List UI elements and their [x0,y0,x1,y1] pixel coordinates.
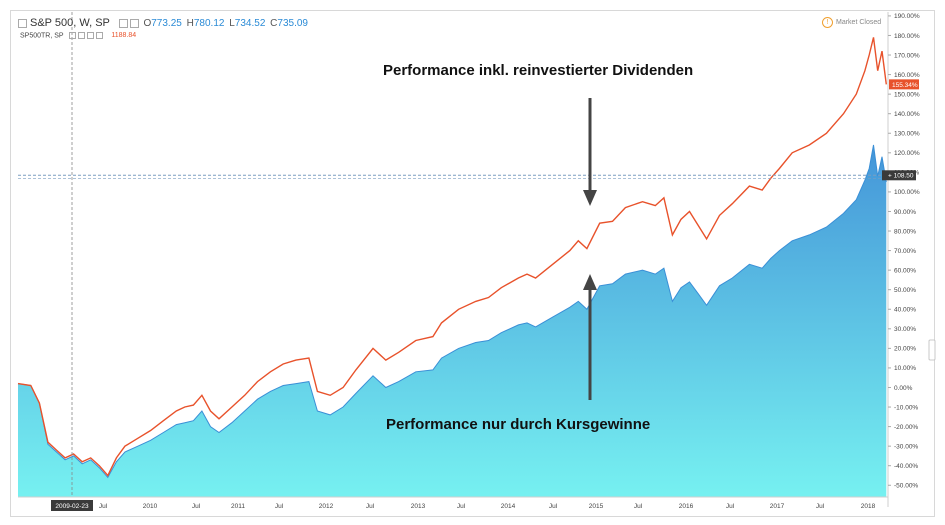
y-tick-label: -30.00% [894,443,918,450]
y-tick-label: 90.00% [894,209,916,216]
x-tick-label: Jul [816,503,825,510]
y-tick-label: 120.00% [894,150,920,157]
close-value: 735.09 [277,18,308,29]
y-tick-label: 80.00% [894,228,916,235]
x-tick-label: Jul [549,503,558,510]
y-tick-label: -50.00% [894,483,918,490]
y-tick-label: 70.00% [894,248,916,255]
x-tick-label: Jul [634,503,643,510]
symbol-header: S&P 500, W, SP O773.25 H780.12 L734.52 C… [18,17,308,29]
ohlc-values: O773.25 H780.12 L734.52 C735.09 [141,18,308,29]
x-tick-label: Jul [366,503,375,510]
settings-icon[interactable] [118,18,128,28]
hide-icon[interactable] [129,18,139,28]
warning-icon[interactable]: ! [822,17,833,28]
market-status-label: Market Closed [836,19,882,26]
market-status: ! Market Closed [822,17,881,28]
price-line [17,144,887,479]
tr-value: 1188.84 [111,32,137,40]
close-label: C [270,18,278,29]
x-tick-label: 2017 [770,503,785,510]
open-value: 773.25 [151,18,182,29]
crosshair-value-label: + 108.50 [888,173,914,180]
high-value: 780.12 [193,18,225,29]
y-tick-label: -40.00% [894,463,918,470]
tr-close-icon[interactable] [96,32,104,39]
crosshair-value-badge [882,170,916,181]
annotation-total-return: Performance inkl. reinvestierter Dividen… [383,62,694,79]
y-tick-label: 50.00% [894,287,916,294]
y-tick-label: 130.00% [894,131,920,138]
scroll-handle[interactable] [928,339,936,361]
x-tick-label: Jul [275,503,284,510]
low-label: L [229,18,235,29]
x-tick-label: 2009-02-23 [55,503,89,510]
y-tick-label: 40.00% [894,307,916,314]
y-tick-label: 100.00% [894,189,920,196]
total-return-line [17,37,887,477]
y-tick-label: 160.00% [894,72,920,79]
x-tick-label: 2011 [231,503,245,510]
y-tick-label: 140.00% [894,111,920,118]
y-tick-label: 0.00% [894,385,913,392]
y-tick-label: 180.00% [894,33,920,40]
open-label: O [143,18,152,29]
high-label: H [186,18,194,29]
comparison-header: SP500TR, SP 1188.84 [20,32,136,39]
y-tick-label: 150.00% [894,91,920,98]
x-tick-label: Jul [99,503,108,510]
x-tick-label: Jul [192,503,201,510]
tr-last-value-badge [889,79,919,90]
y-tick-label: 20.00% [894,346,916,353]
y-tick-label: 60.00% [894,267,916,274]
x-tick-label: 2016 [679,503,694,510]
x-tick-label: 2013 [411,503,426,510]
tr-last-value-label: 155.34% [892,82,918,89]
y-tick-label: -20.00% [894,424,918,431]
tr-hide-icon[interactable] [87,32,95,39]
arrow-down-head [583,190,597,206]
x-tick-label: 2010 [143,503,158,510]
x-tick-label: 2015 [589,503,604,510]
tr-symbol-label[interactable]: SP500TR, SP [20,32,64,40]
x-crosshair-badge [51,500,93,511]
annotation-price-return: Performance nur durch Kursgewinne [386,416,651,433]
low-value: 734.52 [234,18,266,29]
tr-settings-icon[interactable] [78,32,86,39]
y-tick-label: 170.00% [894,52,920,59]
x-tick-label: 2014 [501,503,516,510]
collapse-icon[interactable] [18,18,27,28]
arrow-up-head [583,274,597,290]
y-tick-label: -10.00% [894,404,918,411]
x-tick-label: Jul [457,503,466,510]
y-tick-label: 190.00% [894,13,920,20]
tr-visibility-icon[interactable] [69,32,77,39]
y-tick-label: 10.00% [894,365,916,372]
price-area [18,145,887,497]
x-tick-label: 2018 [861,503,876,510]
y-tick-label: 30.00% [894,326,916,333]
x-tick-label: 2012 [319,503,334,510]
symbol-label[interactable]: S&P 500, W, SP [30,17,110,29]
x-tick-label: Jul [726,503,735,510]
